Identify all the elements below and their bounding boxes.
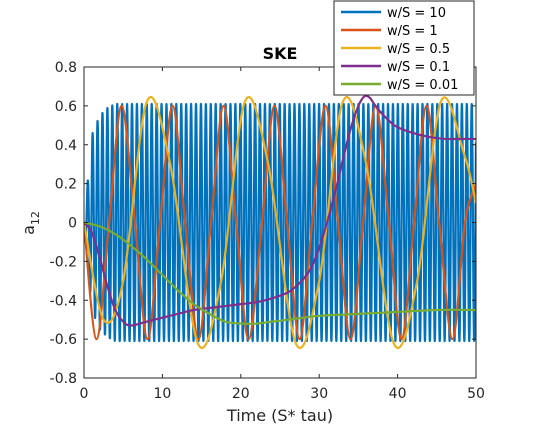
y-axis-label-main: a	[19, 225, 38, 235]
legend-label-3: w/S = 0.5	[387, 42, 450, 57]
y-tick-label-2: -0.4	[50, 293, 77, 309]
series-group	[84, 94, 476, 350]
series-line-5	[84, 221, 476, 325]
y-tick-label-4: 0	[68, 216, 77, 232]
series-line-4	[84, 94, 476, 327]
series-line-2	[84, 104, 476, 341]
x-tick-label-5: 50	[467, 386, 485, 402]
y-axis-label-subscript: 12	[29, 211, 42, 225]
x-tick-label-4: 40	[389, 386, 407, 402]
y-axis-label: a12	[19, 211, 42, 235]
x-tick-label-1: 10	[153, 386, 171, 402]
legend-label-2: w/S = 1	[387, 24, 438, 39]
chart-title: SKE	[263, 44, 298, 63]
legend-label-5: w/S = 0.01	[387, 78, 458, 93]
series-line-1	[84, 102, 476, 343]
svg-text:a12: a12	[19, 211, 42, 235]
x-tick-label-0: 0	[80, 386, 89, 402]
legend: w/S = 10 w/S = 1 w/S = 0.5 w/S = 0.1 w/S = 0…	[333, 0, 475, 96]
y-tick-label-6: 0.4	[55, 138, 77, 154]
y-tick-label-0: -0.8	[50, 371, 77, 387]
plot-area: 0 10 20 30 40 50 -0.8 -0.6 -0.4 -0.2 0 0.2 0.4 0.6 0.8	[50, 60, 485, 402]
y-tick-label-8: 0.8	[55, 60, 77, 76]
y-tick-label-3: -0.2	[50, 254, 77, 270]
legend-label-4: w/S = 0.1	[387, 60, 450, 75]
legend-label-1: w/S = 10	[387, 6, 446, 21]
y-tick-label-1: -0.6	[50, 332, 77, 348]
y-tick-label-7: 0.6	[55, 99, 77, 115]
series-line-3	[84, 95, 476, 350]
x-tick-label-2: 20	[232, 386, 250, 402]
y-tick-label-5: 0.2	[55, 177, 77, 193]
x-tick-label-3: 30	[310, 386, 328, 402]
x-axis-label: Time (S* tau)	[226, 406, 333, 425]
